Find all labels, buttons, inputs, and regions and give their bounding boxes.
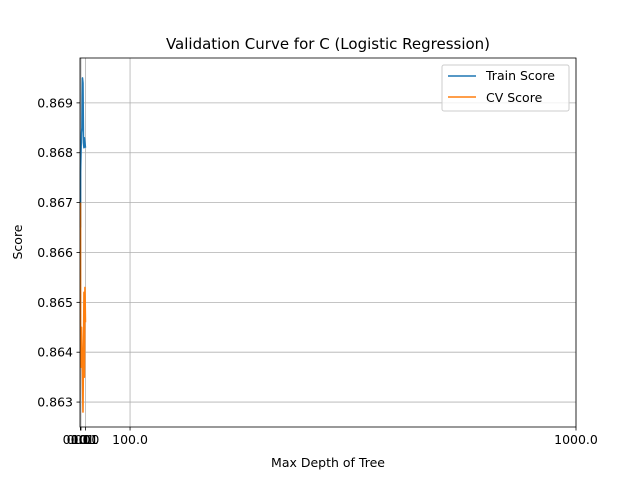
y-tick-label: 0.864 [37, 345, 73, 360]
x-tick-label: 1000.0 [554, 432, 598, 447]
series-line-0 [79, 77, 87, 228]
y-tick-label: 0.867 [37, 195, 73, 210]
x-tick-label: 10.0 [72, 432, 100, 447]
y-tick-label: 0.865 [37, 295, 73, 310]
legend: Train Score CV Score [441, 64, 570, 112]
x-tick-label: 0.01 [67, 432, 95, 447]
y-tick-label: 0.868 [37, 145, 73, 160]
chart-title: Validation Curve for C (Logistic Regress… [166, 35, 490, 53]
plot-area-frame [79, 57, 577, 428]
y-tick-label: 0.866 [37, 245, 73, 260]
legend-label-cv: CV Score [486, 90, 543, 105]
x-tick-label: 0.1 [71, 432, 91, 447]
grid-lines [80, 58, 577, 427]
series-line-1 [79, 202, 87, 413]
x-tick-label: 0.001 [63, 432, 99, 447]
y-tick-label: 0.869 [37, 95, 73, 110]
series-lines [79, 77, 87, 413]
y-axis-label: Score [10, 224, 25, 259]
x-tick-label: 100.0 [112, 432, 148, 447]
x-axis-label: Max Depth of Tree [271, 455, 385, 470]
x-tick-label: 1.0 [71, 432, 91, 447]
y-tick-label: 0.863 [37, 395, 73, 410]
legend-label-train: Train Score [485, 68, 555, 83]
